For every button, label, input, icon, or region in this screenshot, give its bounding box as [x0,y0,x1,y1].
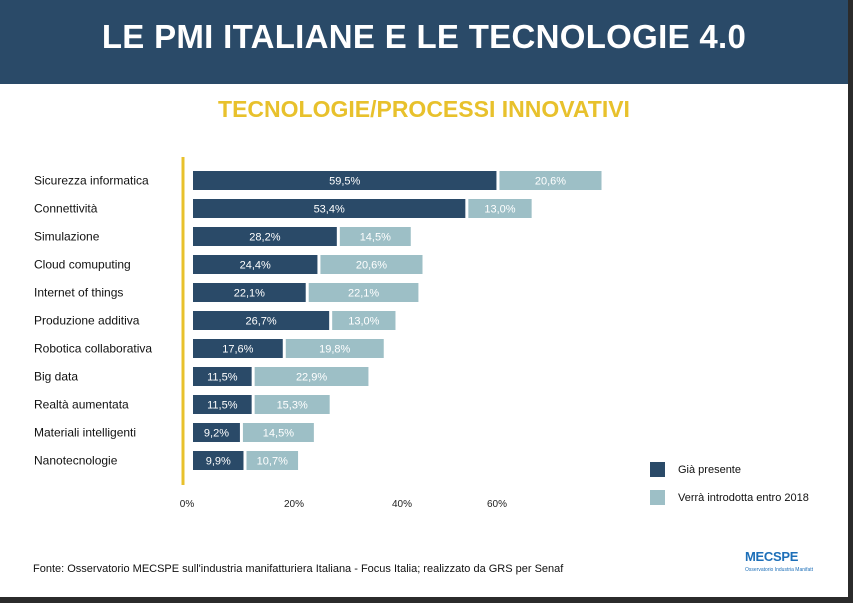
bar-present [193,339,283,358]
x-tick-label: 20% [284,499,304,510]
bar-present [193,171,497,190]
bar-planned [320,255,423,274]
bar-planned [254,395,330,414]
bar-value-label: 59,5% [329,176,360,188]
bar-planned [468,199,532,218]
category-label: Realtà aumentata [34,398,129,412]
category-label: Robotica collaborativa [34,342,152,356]
legend-swatch [650,462,665,477]
bar-value-label: 22,1% [234,288,265,300]
legend-label: Verrà introdotta entro 2018 [678,492,809,504]
bar-present [193,451,244,470]
bar-value-label: 11,5% [207,400,238,412]
bar-value-label: 15,3% [277,400,308,412]
header-bar: LE PMI ITALIANE E LE TECNOLOGIE 4.0 [0,0,848,84]
bar-present [193,255,318,274]
bar-value-label: 13,0% [348,316,379,328]
source-note: Fonte: Osservatorio MECSPE sull'industri… [33,563,564,575]
bar-planned [308,283,419,302]
bar-planned [285,339,384,358]
page-title: LE PMI ITALIANE E LE TECNOLOGIE 4.0 [101,18,747,55]
bar-planned [499,171,602,190]
bar-value-label: 17,6% [222,344,253,356]
bar-value-label: 20,6% [535,176,566,188]
category-label: Connettività [34,202,98,216]
bar-value-label: 28,2% [249,232,280,244]
bar-present [193,283,306,302]
bar-present [193,395,252,414]
category-label: Produzione additiva [34,314,140,328]
bar-value-label: 19,8% [319,344,350,356]
x-tick-label: 40% [392,499,412,510]
category-label: Simulazione [34,230,100,244]
bar-planned [332,311,396,330]
category-label: Internet of things [34,286,123,300]
x-tick-label: 60% [487,499,507,510]
bar-present [193,199,466,218]
legend-swatch [650,490,665,505]
bar-value-label: 11,5% [207,372,238,384]
bar-planned [242,423,314,442]
chart-subtitle: TECNOLOGIE/PROCESSI INNOVATIVI [218,96,630,122]
bar-value-label: 24,4% [240,260,271,272]
bar-present [193,311,330,330]
bar-value-label: 10,7% [257,456,288,468]
category-label: Cloud comuputing [34,258,131,272]
bar-present [193,227,337,246]
bar-value-label: 20,6% [356,260,387,272]
logo-text: MECSPE [745,549,799,564]
legend-label: Già presente [678,464,741,476]
logo-tagline: Osservatorio Industria Manifatturiera [745,567,813,573]
bar-value-label: 13,0% [484,204,515,216]
bar-value-label: 53,4% [314,204,345,216]
mecspe-logo: MECSPE Osservatorio Industria Manifattur… [745,546,813,580]
bar-planned [254,367,369,386]
bar-value-label: 22,1% [348,288,379,300]
bar-value-label: 14,5% [360,232,391,244]
bar-value-label: 9,9% [206,456,231,468]
category-label: Big data [34,370,78,384]
bar-value-label: 22,9% [296,372,327,384]
category-label: Nanotecnologie [34,454,118,468]
x-tick-label: 0% [180,499,195,510]
bar-present [193,423,240,442]
bar-value-label: 14,5% [263,428,294,440]
bar-value-label: 9,2% [204,428,229,440]
bar-present [193,367,252,386]
bar-planned [339,227,411,246]
bar-planned [246,451,299,470]
category-label: Sicurezza informatica [34,174,149,188]
bar-value-label: 26,7% [245,316,276,328]
category-label: Materiali intelligenti [34,426,136,440]
